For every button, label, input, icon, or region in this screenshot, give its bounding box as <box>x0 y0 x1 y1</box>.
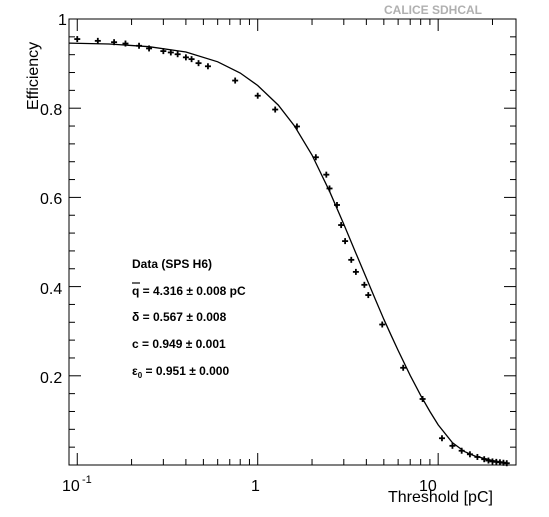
data-point <box>160 48 167 55</box>
data-point <box>503 460 510 467</box>
y-tick-label-0.4: 0.4 <box>40 281 62 298</box>
annotation-qbar: q = 4.316 ± 0.008 pC <box>132 284 246 298</box>
data-point <box>74 36 81 43</box>
data-point <box>182 54 189 61</box>
data-point <box>232 77 239 84</box>
annotation-c: c = 0.949 ± 0.001 <box>132 337 226 351</box>
data-point <box>122 40 129 47</box>
data-point <box>400 364 407 371</box>
data-point <box>361 281 368 288</box>
data-point <box>338 222 345 229</box>
axis-ticks <box>69 18 516 466</box>
plot-frame <box>68 18 517 466</box>
x-tick-label-0.1: 10 <box>62 478 80 495</box>
annotation-delta: δ = 0.567 ± 0.008 <box>132 310 227 324</box>
annotation-dataset: Data (SPS H6) <box>132 257 212 271</box>
data-point <box>466 451 473 458</box>
data-point <box>146 45 153 52</box>
annotation-epsilon-subscript: 0 <box>138 371 143 380</box>
data-point <box>111 39 118 46</box>
data-point <box>94 37 101 44</box>
fit-curve <box>68 42 507 464</box>
data-point <box>272 106 279 113</box>
data-point <box>323 171 330 178</box>
annotation-epsilon-value: = 0.951 ± 0.000 <box>142 364 229 378</box>
data-point <box>204 63 211 70</box>
data-point <box>293 123 300 130</box>
data-point <box>167 49 174 56</box>
data-point <box>342 238 349 245</box>
x-tick-label-1: 1 <box>251 478 260 495</box>
data-point <box>379 321 386 328</box>
data-point <box>188 56 195 63</box>
x-axis-title: Threshold [pC] <box>388 489 493 506</box>
data-point <box>174 51 181 58</box>
data-point <box>136 42 143 49</box>
data-point <box>348 256 355 263</box>
data-points <box>74 36 510 467</box>
data-point <box>458 447 465 454</box>
x-tick-label-0.1-exponent: -1 <box>82 474 92 486</box>
data-point <box>365 292 372 299</box>
data-point <box>254 92 261 99</box>
y-tick-label-1: 1 <box>58 12 67 29</box>
data-point <box>195 60 202 67</box>
data-point <box>419 395 426 402</box>
watermark-text: CALICE SDHCAL <box>384 3 482 17</box>
data-point <box>481 456 488 463</box>
data-point <box>438 435 445 442</box>
data-point <box>312 154 319 161</box>
y-tick-label-0.2: 0.2 <box>40 370 62 387</box>
y-axis-title: Efficiency <box>25 42 42 110</box>
y-tick-label-0.6: 0.6 <box>40 191 62 208</box>
annotation-epsilon0: ε0 = 0.951 ± 0.000 <box>132 364 229 380</box>
data-point <box>352 268 359 275</box>
data-point <box>449 442 456 449</box>
x-tick-label-10: 10 <box>419 478 437 495</box>
data-point <box>333 201 340 208</box>
annotation-epsilon-symbol: ε <box>132 364 138 378</box>
y-tick-label-0.8: 0.8 <box>40 102 62 119</box>
data-point <box>474 453 481 460</box>
data-point <box>326 185 333 192</box>
